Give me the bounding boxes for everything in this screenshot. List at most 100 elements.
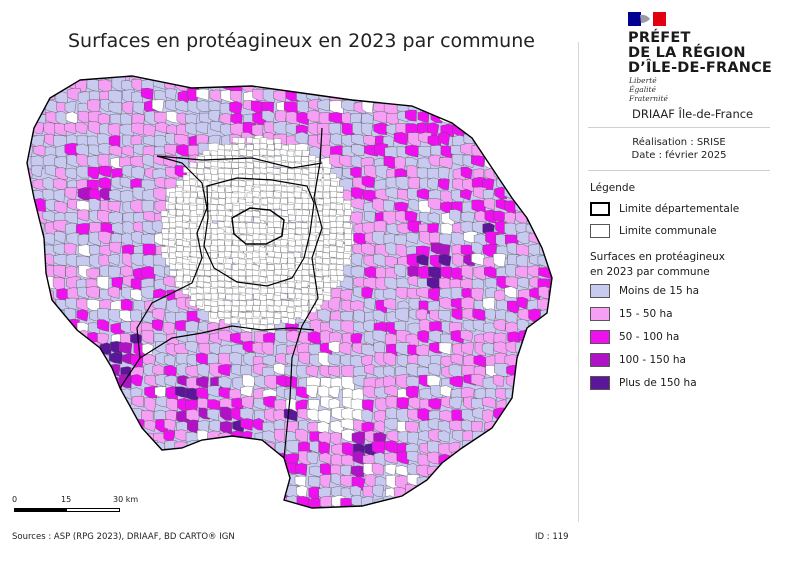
commune-cell [252,342,265,355]
commune-cell-urban [223,168,232,175]
scale-label-15: 15 [61,495,72,504]
commune-cell-urban [295,209,304,216]
commune-cell [27,473,36,487]
commune-cell [261,341,274,355]
commune-cell [460,330,474,342]
commune-cell [395,287,408,300]
commune-cell [210,495,225,508]
commune-cell [438,253,452,267]
commune-cell [483,495,496,508]
commune-cell-urban [322,222,331,229]
commune-cell [548,498,552,508]
commune-cell-urban [259,222,267,230]
commune-cell [133,440,146,455]
commune-cell [515,76,530,81]
commune-cell [198,475,211,491]
commune-cell [252,463,267,478]
commune-cell [505,440,519,453]
commune-cell [166,398,179,411]
commune-cell-urban [258,251,267,258]
commune-cell [383,76,398,82]
commune-cell-urban [302,150,310,157]
classes-title-line-1: Surfaces en protéagineux [590,251,726,263]
commune-cell-urban [328,238,337,246]
commune-cell [474,210,487,224]
commune-cell-urban [238,286,246,294]
commune-cell-urban [252,269,260,277]
commune-cell-urban [211,281,219,288]
commune-cell-urban [232,168,240,175]
commune-cell-urban [224,161,232,169]
commune-cell [529,496,541,508]
commune-cell-urban [336,227,344,234]
commune-cell [163,76,177,78]
commune-cell-urban [238,311,246,319]
region-outline [26,75,553,509]
commune-cell [109,465,122,480]
commune-cell-urban [294,150,303,157]
commune-cell-urban [224,143,232,151]
commune-cell [109,475,122,490]
commune-cell [108,101,122,114]
commune-cell [406,232,420,244]
commune-cell [27,432,37,447]
commune-cell [471,90,485,104]
commune-cell [53,265,66,279]
commune-cell-urban [217,274,226,282]
commune-cell [481,342,495,355]
commune-cell-urban [273,191,281,198]
commune-cell [474,463,487,476]
commune-cell-urban [273,274,281,282]
commune-cell [86,377,100,391]
commune-cell [405,144,420,158]
commune-cell-urban [239,305,247,312]
commune-cell [495,429,509,442]
commune-cell [560,462,562,475]
commune-cell [363,331,376,346]
commune-cell [528,322,542,336]
commune-cell [515,190,528,204]
commune-cell-urban [175,275,184,283]
dept-limit-paris [231,207,285,245]
commune-cell [44,421,58,436]
commune-cell-urban [322,228,331,235]
commune-cell-urban [211,155,219,162]
commune-cell-urban [204,299,212,307]
commune-cell [550,376,552,391]
commune-cell [263,332,276,346]
commune-cell [460,188,473,201]
commune-cell [537,330,551,344]
commune-cell-urban [210,222,218,229]
commune-cell [484,143,499,156]
commune-cell [449,375,464,388]
commune-cell-urban [336,264,344,271]
commune-cell [538,343,551,357]
commune-cell-urban [246,234,254,242]
commune-cell [53,352,67,367]
prefet-line-3: D’ÎLE-DE-FRANCE [628,60,773,76]
commune-cell [317,409,331,424]
commune-cell-urban [266,138,274,146]
commune-cell [548,322,552,334]
commune-cell-urban [232,299,240,307]
commune-cell-urban [344,233,352,240]
commune-cell [99,187,112,201]
commune-cell [419,231,432,246]
commune-cell-urban [224,281,233,288]
commune-cell [526,397,541,410]
commune-cell [427,87,442,101]
commune-cell-urban [204,293,212,301]
commune-cell [374,76,386,82]
commune-cell-urban [203,276,211,283]
commune-cell [32,275,45,289]
commune-cell-urban [252,149,260,156]
commune-cell [372,88,385,103]
commune-cell-urban [238,222,246,229]
commune-cell-urban [190,240,198,247]
commune-cell [559,177,562,188]
commune-cell [493,319,507,332]
commune-cell [195,122,209,135]
commune-cell-urban [280,167,288,174]
commune-cell [550,386,552,400]
commune-cell [550,187,552,201]
